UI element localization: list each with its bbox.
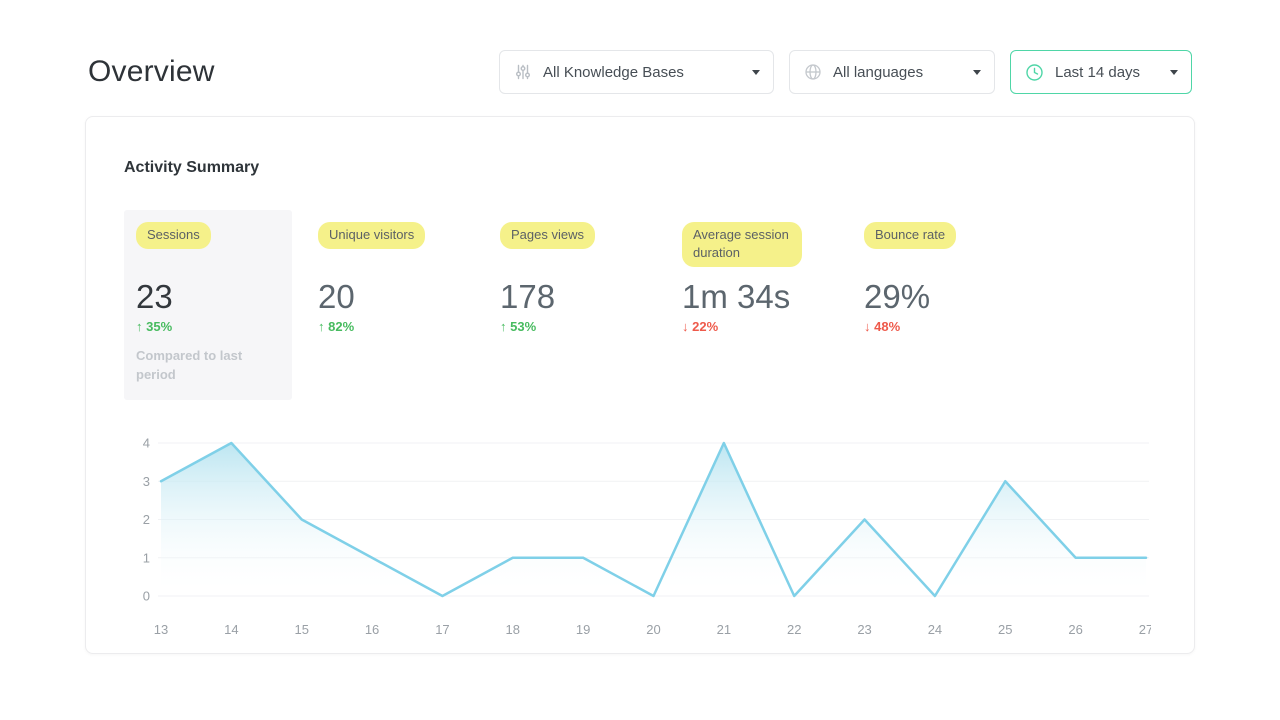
svg-text:26: 26 bbox=[1068, 622, 1082, 637]
metric-sessions[interactable]: Sessions 23 ↑ 35% Compared to last perio… bbox=[124, 210, 292, 400]
metric-delta: ↓ 22% bbox=[682, 319, 719, 334]
metric-label-highlight: Bounce rate bbox=[864, 222, 957, 249]
filter-bar: All Knowledge Bases All languages bbox=[499, 50, 1192, 94]
metric-pages-views[interactable]: Pages views 178 ↑ 53% bbox=[488, 210, 656, 400]
svg-text:18: 18 bbox=[506, 622, 520, 637]
arrow-up-icon: ↑ bbox=[136, 319, 143, 334]
svg-text:4: 4 bbox=[143, 436, 150, 451]
metric-bounce-rate[interactable]: Bounce rate 29% ↓ 48% bbox=[852, 210, 1020, 400]
svg-text:21: 21 bbox=[717, 622, 731, 637]
arrow-down-icon: ↓ bbox=[864, 319, 871, 334]
svg-text:24: 24 bbox=[928, 622, 942, 637]
metric-delta: ↑ 82% bbox=[318, 319, 355, 334]
metric-value: 20 bbox=[318, 278, 355, 315]
svg-text:23: 23 bbox=[857, 622, 871, 637]
arrow-up-icon: ↑ bbox=[500, 319, 507, 334]
metric-value: 23 bbox=[136, 278, 173, 315]
svg-text:17: 17 bbox=[435, 622, 449, 637]
metric-label-highlight: Pages views bbox=[500, 222, 595, 249]
metric-value: 29% bbox=[864, 278, 931, 315]
svg-text:0: 0 bbox=[143, 589, 150, 604]
chevron-down-icon bbox=[752, 69, 760, 75]
metric-value: 178 bbox=[500, 278, 556, 315]
chevron-down-icon bbox=[973, 69, 981, 75]
svg-text:25: 25 bbox=[998, 622, 1012, 637]
svg-text:3: 3 bbox=[143, 474, 150, 489]
knowledge-bases-value: All Knowledge Bases bbox=[543, 63, 684, 81]
svg-text:16: 16 bbox=[365, 622, 379, 637]
globe-icon bbox=[804, 63, 822, 81]
svg-text:27: 27 bbox=[1139, 622, 1151, 637]
languages-value: All languages bbox=[833, 63, 924, 81]
date-range-value: Last 14 days bbox=[1055, 63, 1141, 81]
metric-label-highlight: Average session duration bbox=[682, 222, 802, 267]
clock-icon bbox=[1025, 63, 1044, 82]
knowledge-bases-dropdown[interactable]: All Knowledge Bases bbox=[499, 50, 774, 94]
metric-delta: ↑ 53% bbox=[500, 319, 537, 334]
sliders-icon bbox=[514, 63, 532, 81]
card-title: Activity Summary bbox=[124, 159, 260, 176]
chevron-down-icon bbox=[1170, 69, 1178, 75]
metric-avg-session-duration[interactable]: Average session duration 1m 34s ↓ 22% bbox=[670, 210, 838, 400]
svg-text:1: 1 bbox=[143, 550, 150, 565]
svg-text:20: 20 bbox=[646, 622, 660, 637]
metric-value: 1m 34s bbox=[682, 278, 791, 315]
arrow-up-icon: ↑ bbox=[318, 319, 325, 334]
metric-label-highlight: Sessions bbox=[136, 222, 211, 249]
activity-summary-card: Activity Summary Sessions 23 ↑ 35% Compa… bbox=[85, 116, 1195, 654]
metric-label-highlight: Unique visitors bbox=[318, 222, 426, 249]
arrow-down-icon: ↓ bbox=[682, 319, 689, 334]
svg-text:15: 15 bbox=[294, 622, 308, 637]
metrics-row: Sessions 23 ↑ 35% Compared to last perio… bbox=[124, 210, 1156, 400]
metric-delta: ↑ 35% bbox=[136, 319, 173, 334]
svg-text:22: 22 bbox=[787, 622, 801, 637]
sessions-area-chart: 0 1 2 3 4 13 14 15 16 17 18 19 20 21 22 23 24 25 26 27 bbox=[141, 436, 1156, 656]
languages-dropdown[interactable]: All languages bbox=[789, 50, 995, 94]
svg-text:14: 14 bbox=[224, 622, 238, 637]
metric-delta: ↓ 48% bbox=[864, 319, 901, 334]
metric-note: Compared to last period bbox=[136, 348, 243, 382]
metric-unique-visitors[interactable]: Unique visitors 20 ↑ 82% bbox=[306, 210, 474, 400]
svg-text:13: 13 bbox=[154, 622, 168, 637]
date-range-dropdown[interactable]: Last 14 days bbox=[1010, 50, 1192, 94]
page-header: Overview All Knowledge Bases A bbox=[0, 0, 1280, 94]
svg-text:19: 19 bbox=[576, 622, 590, 637]
svg-text:2: 2 bbox=[143, 512, 150, 527]
page-title: Overview bbox=[88, 55, 215, 88]
